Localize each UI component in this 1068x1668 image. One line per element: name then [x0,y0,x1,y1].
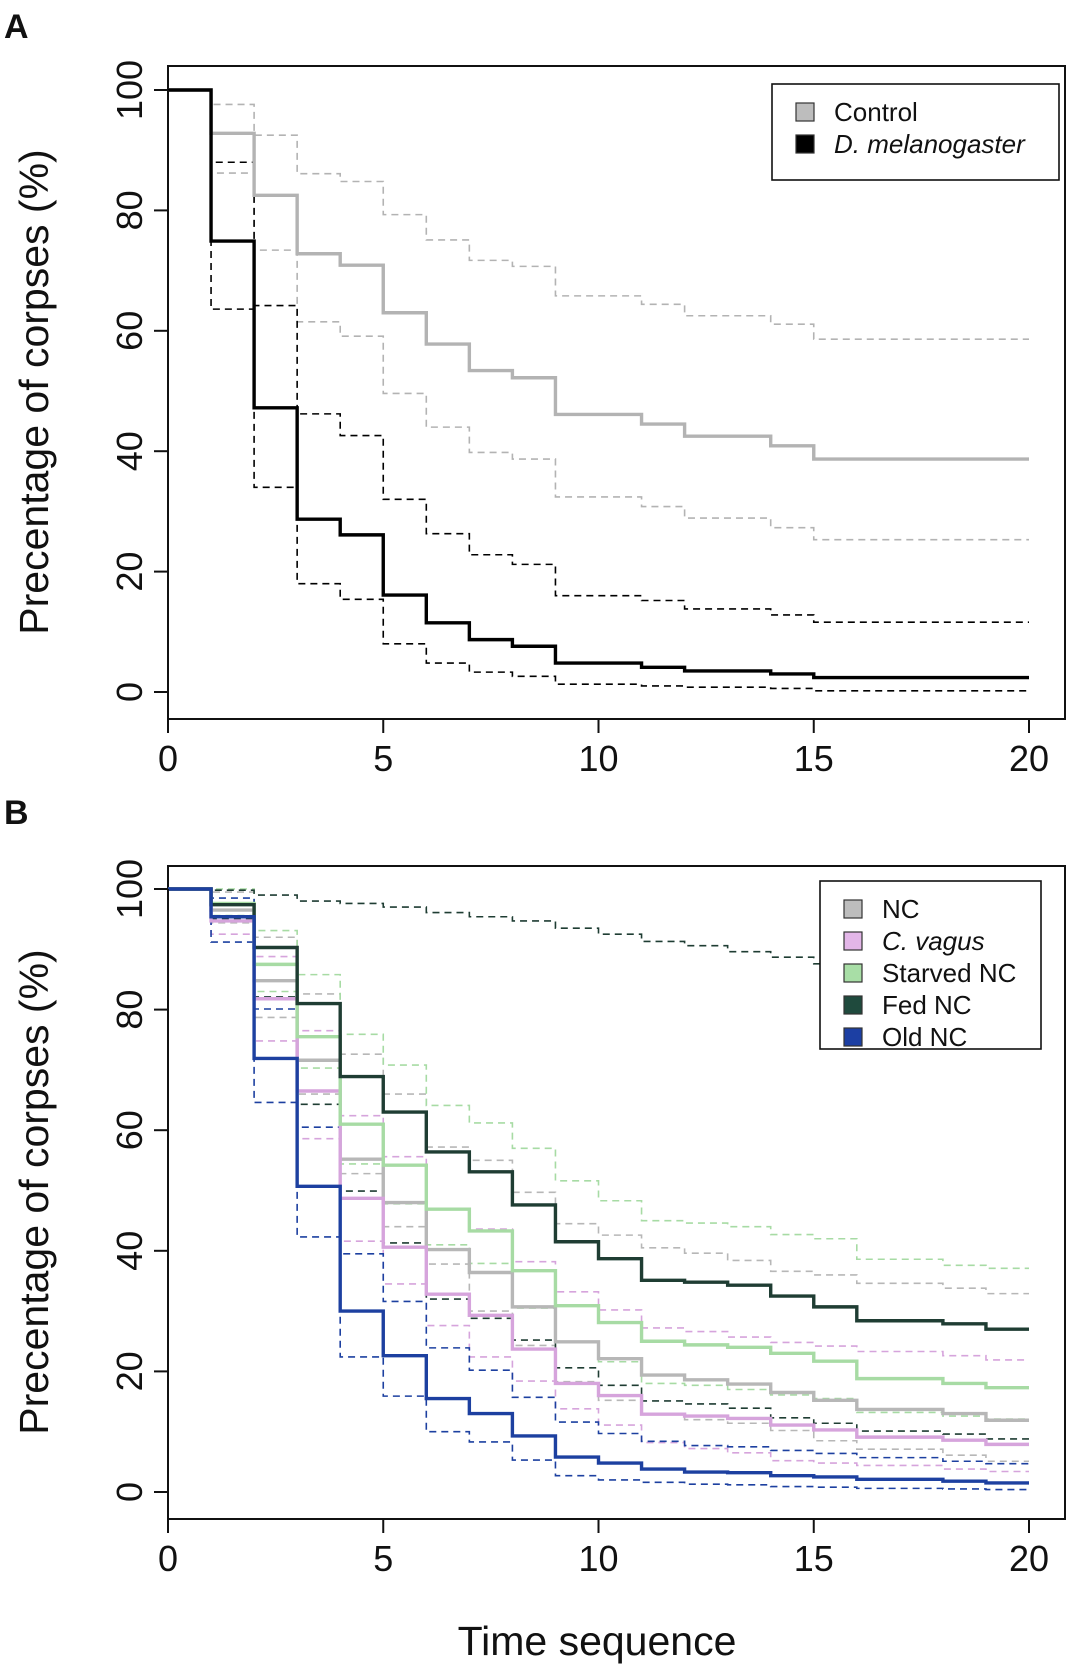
panel-a-x-tick-label-0: 0 [158,738,178,779]
panel-b-old-nc-upper-ci-line [168,888,1029,1465]
panel-b-x-tick-label-15: 15 [794,1538,834,1579]
panel-a-y-tick-label-20: 20 [109,552,150,592]
panel-a-x-tick-label-10: 10 [578,738,618,779]
panel-b-legend-swatch-starved-nc [843,963,863,983]
panel-b-y-tick-label-20: 20 [109,1351,150,1391]
panel-a-x-tick-label-20: 20 [1009,738,1049,779]
panel-b-c-vagus-upper-ci-line [168,888,1029,1361]
panel-a-legend-label-control: Control [834,97,918,127]
panel-b-fed-nc-estimate-line [168,887,1029,1331]
panel-b-x-tick-label-5: 5 [373,1538,393,1579]
panel-a-x-tick-label-15: 15 [794,738,834,779]
panel-b-legend-swatch-old-nc [843,1027,863,1047]
panel-b-legend-label-fed-nc: Fed NC [882,990,972,1020]
panel-a-y-tick-label-0: 0 [109,682,150,702]
panel-a-control-estimate-line [168,88,1029,461]
panel-b-legend-label-starved-nc: Starved NC [882,958,1016,988]
panel-b-y-tick-label-0: 0 [109,1482,150,1502]
panel-a-legend-swatch-d-melanogaster [795,134,815,154]
panel-b-x-axis-label: Time sequence [458,1618,737,1664]
panel-a-x-tick-label-5: 5 [373,738,393,779]
panel-b-fed-nc-upper-ci-line [168,888,1029,979]
panel-b-y-axis-label: Precentage of corpses (%) [11,949,57,1434]
panel-b-legend-swatch-fed-nc [843,995,863,1015]
panel-a-control-lower-ci-line [168,89,1029,541]
panel-b-y-tick-label-60: 60 [109,1110,150,1150]
panel-b-series-lines [168,887,1029,1491]
panel-a-series-lines [168,88,1029,692]
panel-b-legend-label-c-vagus: C. vagus [882,926,985,956]
panel-a-d-melanogaster-upper-ci-line [168,89,1029,623]
panel-a-control-upper-ci-line [168,89,1029,341]
panel-b-axes: 0 5 10 15 20 0 20 40 60 80 100 [109,859,1049,1579]
panel-a-d-melanogaster-lower-ci-line [168,89,1029,692]
panel-b-nc-upper-ci-line [168,888,1029,1295]
panel-a-y-tick-label-60: 60 [109,311,150,351]
panel-b-nc-estimate-line [168,887,1029,1422]
panel-b: B 0 5 10 15 20 0 20 40 60 80 100 Precentage of cor… [4,794,1066,1664]
panel-b-y-tick-label-80: 80 [109,990,150,1030]
panel-a-legend-swatch-control [795,102,815,122]
panel-b-legend-label-old-nc: Old NC [882,1022,967,1052]
panel-a-y-tick-label-40: 40 [109,431,150,471]
panel-b-c-vagus-estimate-line [168,887,1029,1447]
panel-b-old-nc-estimate-line [168,887,1029,1485]
panel-b-old-nc-lower-ci-line [168,888,1029,1491]
panel-b-starved-nc-estimate-line [168,887,1029,1390]
panel-b-nc-lower-ci-line [168,888,1029,1463]
panel-a-y-tick-label-100: 100 [109,60,150,120]
panel-a-axes: 0 5 10 15 20 0 20 40 60 80 100 [109,60,1049,779]
panel-a-letter: A [4,8,29,46]
panel-b-x-tick-label-10: 10 [578,1538,618,1579]
panel-b-y-tick-label-40: 40 [109,1231,150,1271]
panel-b-c-vagus-lower-ci-line [168,888,1029,1473]
panel-b-x-tick-label-20: 20 [1009,1538,1049,1579]
panel-b-legend-swatch-c-vagus [843,931,863,951]
panel-a-y-axis-label: Precentage of corpses (%) [11,149,57,634]
panel-a-legend-label-d-melanogaster: D. melanogaster [834,129,1026,159]
panel-a-y-tick-label-80: 80 [109,190,150,230]
panel-b-x-tick-label-0: 0 [158,1538,178,1579]
panel-a-d-melanogaster-estimate-line [168,88,1029,680]
panel-a: A 0 5 10 15 20 0 20 40 60 80 100 Precentage of cor… [4,8,1066,779]
panel-b-starved-nc-upper-ci-line [168,888,1029,1270]
panel-b-legend-swatch-nc [843,899,863,919]
panel-b-letter: B [4,794,29,832]
panel-a-legend-box [771,83,1060,181]
panel-b-legend-label-nc: NC [882,894,920,924]
panel-b-y-tick-label-100: 100 [109,859,150,919]
